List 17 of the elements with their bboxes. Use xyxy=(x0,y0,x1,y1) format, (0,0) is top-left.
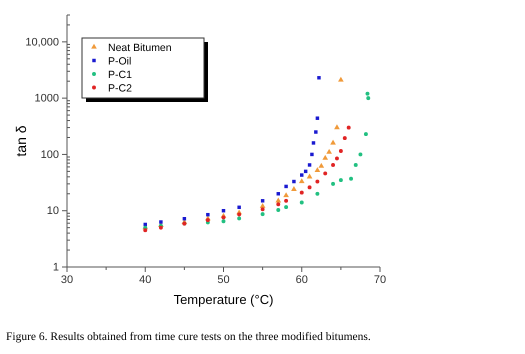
legend-label: Neat Bitumen xyxy=(108,42,172,54)
y-tick-label: 1 xyxy=(52,262,59,274)
x-tick-label: 50 xyxy=(217,274,230,286)
y-tick-label: 100 xyxy=(40,148,59,161)
x-tick-label: 70 xyxy=(374,274,386,286)
y-tick-label: 10 xyxy=(46,205,59,218)
y-tick-label: 10,000 xyxy=(25,36,59,48)
legend-label: P-Oil xyxy=(108,56,132,68)
legend-label: P-C1 xyxy=(108,69,132,81)
legend-label: P-C2 xyxy=(108,82,132,94)
caption: Figure 6. Results obtained from time cure tests on the three modified bitumens. xyxy=(6,331,371,343)
y-axis-title: tan δ xyxy=(13,125,29,157)
x-tick-label: 30 xyxy=(60,274,74,286)
x-tick-label: 40 xyxy=(139,274,152,286)
x-axis-title: Temperature (°C) xyxy=(174,292,274,307)
x-tick-label: 60 xyxy=(296,274,308,286)
y-tick-label: 1000 xyxy=(34,92,59,105)
